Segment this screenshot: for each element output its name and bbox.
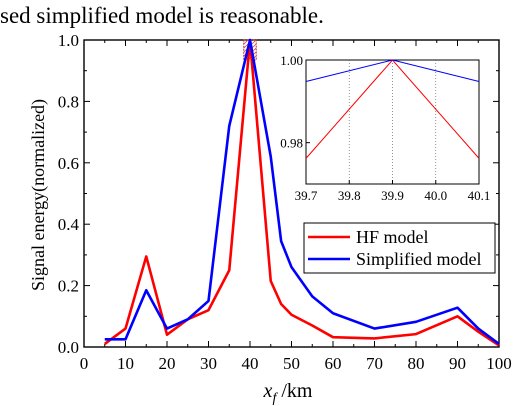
inset-simplified-model-line bbox=[305, 59, 480, 82]
legend: HF model Simplified model bbox=[303, 222, 496, 274]
y-tick-label: 0.4 bbox=[58, 215, 80, 234]
x-tick-label: 40 bbox=[242, 354, 259, 373]
x-tick-label: 30 bbox=[200, 354, 217, 373]
x-axis-label-main: x bbox=[263, 380, 273, 402]
x-tick-label: 60 bbox=[325, 354, 342, 373]
inset-x-tick-label: 39.9 bbox=[381, 188, 404, 203]
inset-chart: 39.7 39.8 39.9 40.0 40.1 0.98 1.00 bbox=[280, 53, 490, 203]
y-tick-label: 0.8 bbox=[58, 92, 79, 111]
inset-x-tick-label: 40.1 bbox=[468, 188, 491, 203]
x-tick-label: 80 bbox=[408, 354, 425, 373]
y-tick-label: 1.0 bbox=[58, 31, 79, 50]
main-chart: 0.0 0.2 0.4 0.6 0.8 1.0 0 10 20 30 40 50 60 70 80 90 10… bbox=[28, 31, 512, 406]
x-tick-label: 10 bbox=[117, 354, 134, 373]
x-tick-label: 100 bbox=[486, 354, 512, 373]
y-tick-label: 0.2 bbox=[58, 277, 79, 296]
x-tick-label: 70 bbox=[366, 354, 383, 373]
y-axis-label: Signal energy(normalized) bbox=[28, 99, 49, 291]
y-tick-label: 0.0 bbox=[58, 338, 79, 357]
x-tick-label: 20 bbox=[159, 354, 176, 373]
legend-simplified-label: Simplified model bbox=[356, 249, 482, 269]
inset-plot-frame bbox=[305, 59, 480, 185]
legend-hf-label: HF model bbox=[356, 227, 429, 247]
x-tick-label: 90 bbox=[449, 354, 466, 373]
x-tick-label: 50 bbox=[283, 354, 300, 373]
inset-y-tick-label: 0.98 bbox=[280, 136, 303, 151]
caption-text: sed simplified model is reasonable. bbox=[0, 3, 324, 28]
x-tick-label: 0 bbox=[80, 354, 89, 373]
y-tick-label: 0.6 bbox=[58, 154, 79, 173]
x-axis-label-unit: /km bbox=[276, 380, 313, 402]
x-axis-label-sub: f bbox=[272, 391, 278, 406]
inset-y-tick-label: 1.00 bbox=[280, 53, 303, 68]
inset-x-tick-label: 39.8 bbox=[338, 188, 361, 203]
inset-x-tick-label: 39.7 bbox=[295, 188, 318, 203]
simplified-model-line bbox=[104, 38, 500, 345]
legend-box bbox=[303, 222, 496, 274]
inset-x-tick-label: 40.0 bbox=[424, 188, 447, 203]
x-axis-label: xf /km bbox=[263, 380, 313, 406]
